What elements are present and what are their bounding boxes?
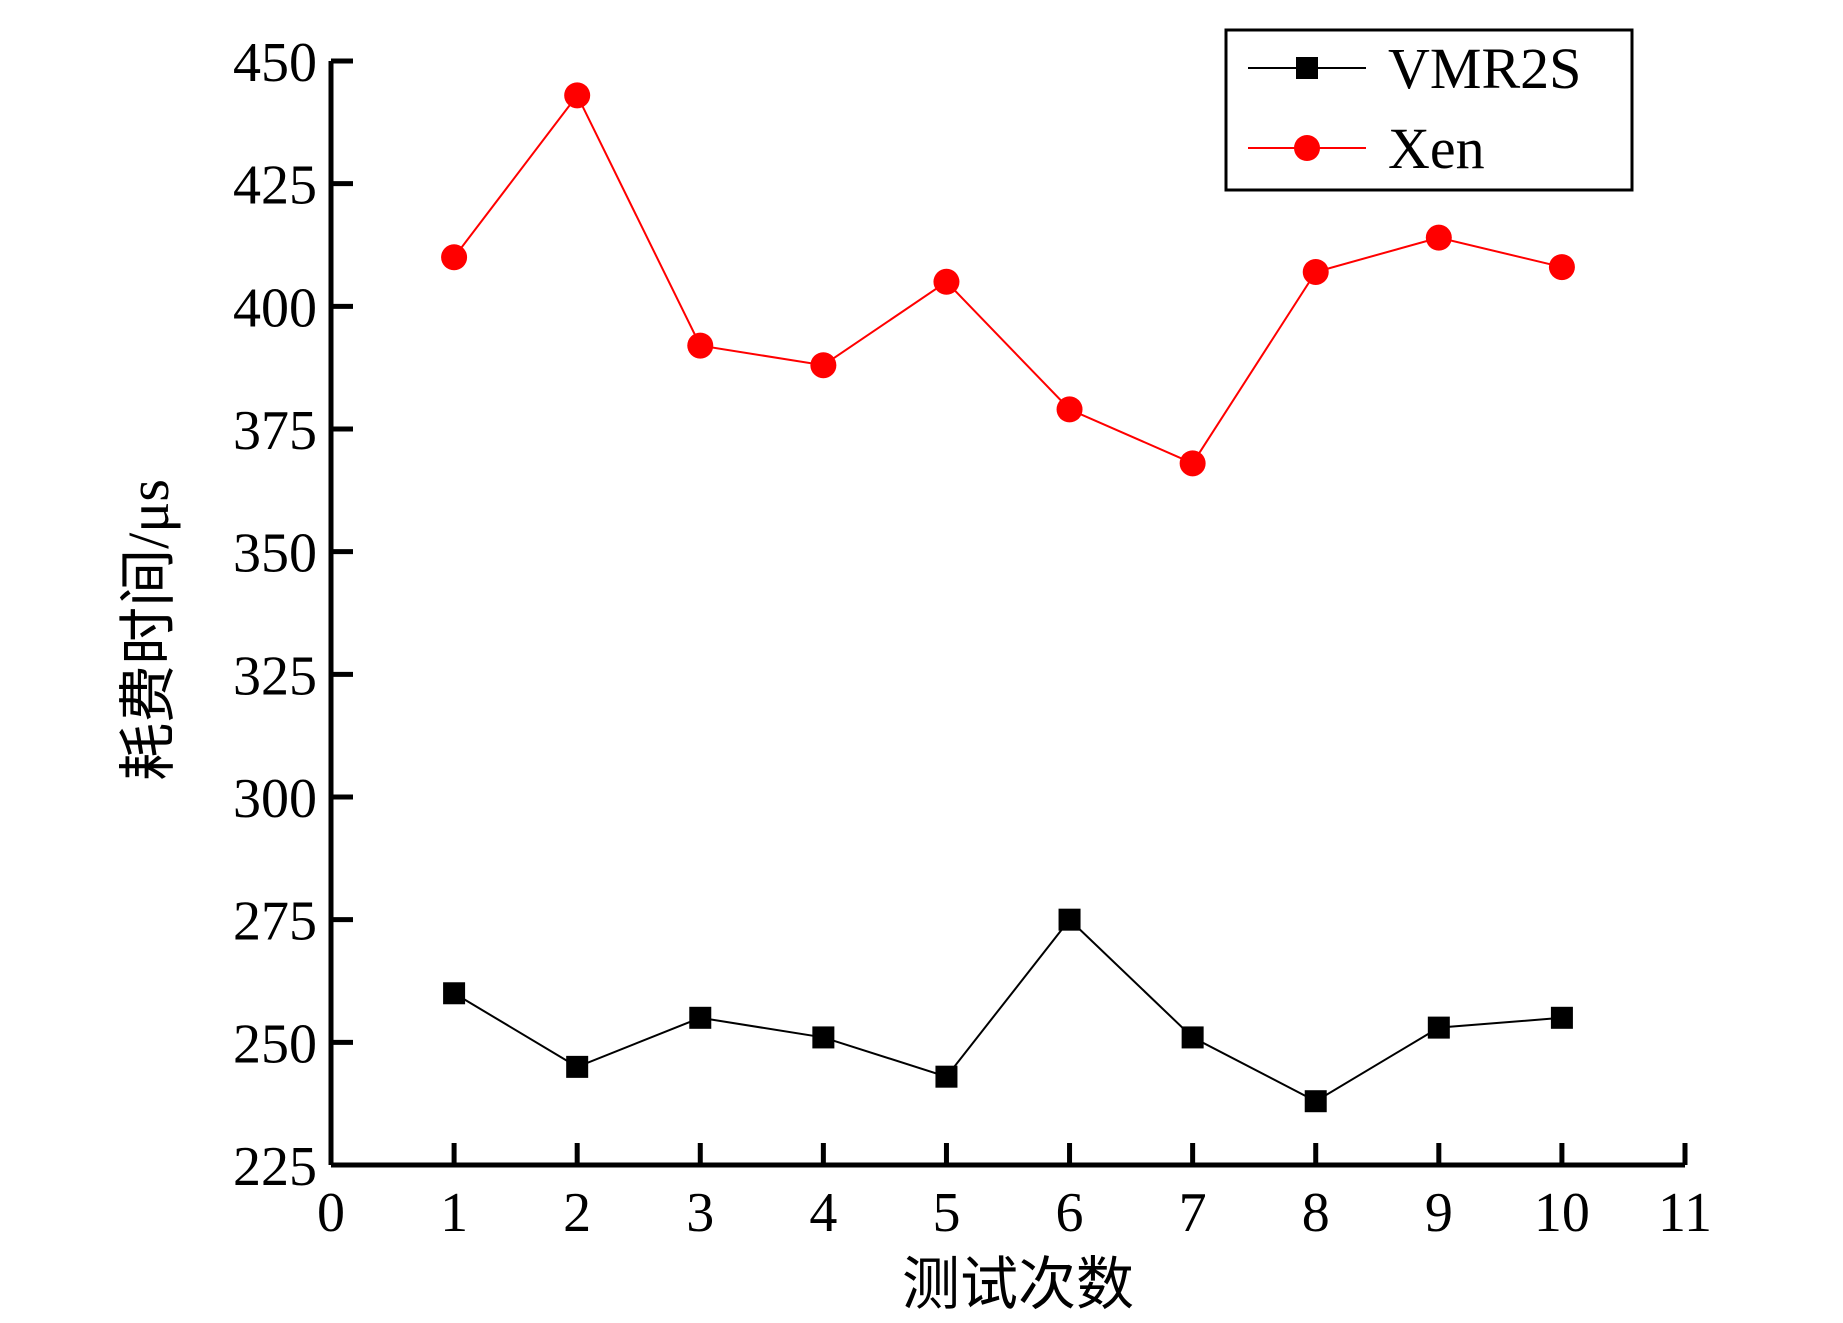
legend-label-vmr2s: VMR2S xyxy=(1388,36,1581,101)
series-vmr2s xyxy=(443,908,1573,1113)
y-tick-label: 325 xyxy=(233,645,317,707)
y-tick-label: 425 xyxy=(233,155,317,217)
x-tick-label: 5 xyxy=(932,1182,960,1244)
data-point-vmr2s xyxy=(1427,1016,1450,1039)
legend-label-xen: Xen xyxy=(1388,116,1485,181)
data-point-xen xyxy=(1056,396,1083,423)
data-point-xen xyxy=(1548,254,1575,281)
data-point-xen xyxy=(1302,258,1329,285)
legend-marker-xen xyxy=(1294,135,1320,161)
x-tick-label: 3 xyxy=(686,1182,714,1244)
x-axis-title: 测试次数 xyxy=(902,1252,1134,1317)
y-tick-label: 250 xyxy=(233,1013,317,1075)
series-line-vmr2s xyxy=(453,918,1562,1103)
x-tick-label: 11 xyxy=(1658,1182,1712,1244)
x-tick-label: 8 xyxy=(1302,1182,1330,1244)
x-tick-label: 6 xyxy=(1056,1182,1084,1244)
x-tick-label: 4 xyxy=(809,1182,837,1244)
y-tick-label: 375 xyxy=(233,400,317,462)
y-tick-label: 225 xyxy=(233,1136,317,1198)
data-point-xen xyxy=(810,352,837,379)
data-point-xen xyxy=(687,332,714,359)
x-tick-label: 1 xyxy=(440,1182,468,1244)
y-tick-label: 400 xyxy=(233,277,317,339)
data-point-vmr2s xyxy=(1058,908,1081,931)
data-point-xen xyxy=(441,244,468,271)
data-point-xen xyxy=(933,268,960,295)
data-point-vmr2s xyxy=(1550,1006,1573,1029)
y-axis-title: 耗费时间/μs xyxy=(116,479,181,781)
series-xen xyxy=(441,82,1575,477)
series-line-xen xyxy=(453,93,1563,465)
x-tick-label: 0 xyxy=(317,1182,345,1244)
data-point-vmr2s xyxy=(935,1065,958,1088)
data-point-vmr2s xyxy=(812,1026,835,1049)
legend-box xyxy=(1224,28,1634,192)
y-tick-label: 275 xyxy=(233,891,317,953)
data-point-vmr2s xyxy=(1181,1026,1204,1049)
legend: VMR2S Xen xyxy=(1224,28,1634,192)
legend-marker-vmr2s xyxy=(1296,57,1318,79)
data-point-xen xyxy=(1179,450,1206,477)
x-tick-label: 2 xyxy=(563,1182,591,1244)
y-tick-label: 350 xyxy=(233,523,317,585)
data-point-vmr2s xyxy=(566,1055,589,1078)
data-point-vmr2s xyxy=(1304,1090,1327,1113)
data-point-xen xyxy=(1425,224,1452,251)
y-tick-label: 300 xyxy=(233,768,317,830)
series-group xyxy=(441,82,1575,1113)
data-point-vmr2s xyxy=(689,1006,712,1029)
x-tick-label: 7 xyxy=(1179,1182,1207,1244)
x-tick-label: 9 xyxy=(1425,1182,1453,1244)
axes-group: 225 250 275 300 325 350 375 400 425 450 0 1 2 3 4 5 6 7 8 9… xyxy=(116,32,1712,1317)
data-point-xen xyxy=(564,82,591,109)
data-point-vmr2s xyxy=(443,982,466,1005)
y-tick-label: 450 xyxy=(233,32,317,94)
x-tick-label: 10 xyxy=(1534,1182,1590,1244)
